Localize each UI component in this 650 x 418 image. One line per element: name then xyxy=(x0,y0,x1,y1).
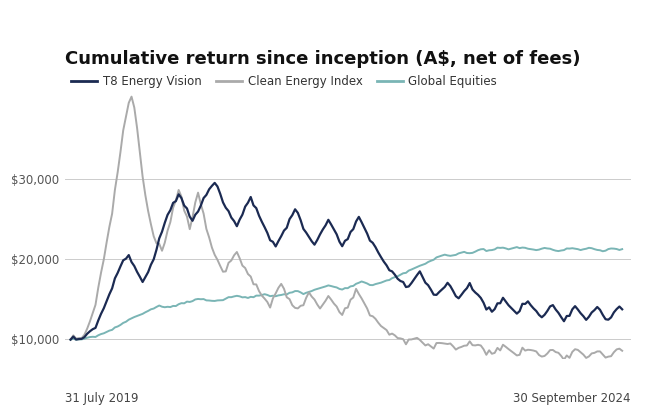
T8 Energy Vision xyxy=(211,181,218,186)
Global Equities xyxy=(596,248,604,253)
T8 Energy Vision xyxy=(618,307,626,312)
Clean Energy Index xyxy=(100,257,108,262)
Clean Energy Index xyxy=(577,350,584,355)
Global Equities xyxy=(67,337,75,342)
Line: T8 Energy Vision: T8 Energy Vision xyxy=(71,183,622,340)
T8 Energy Vision xyxy=(169,200,177,205)
Global Equities xyxy=(72,337,80,342)
Global Equities xyxy=(577,247,584,252)
Global Equities xyxy=(216,298,224,303)
T8 Energy Vision xyxy=(100,306,108,311)
T8 Energy Vision xyxy=(574,307,582,312)
T8 Energy Vision xyxy=(593,304,601,309)
Text: 31 July 2019: 31 July 2019 xyxy=(65,393,138,405)
T8 Energy Vision xyxy=(89,327,97,332)
T8 Energy Vision xyxy=(216,191,224,196)
Global Equities xyxy=(92,334,99,339)
Clean Energy Index xyxy=(618,348,626,353)
Legend: T8 Energy Vision, Clean Energy Index, Global Equities: T8 Energy Vision, Clean Energy Index, Gl… xyxy=(71,76,497,89)
Text: Cumulative return since inception (A$, net of fees): Cumulative return since inception (A$, n… xyxy=(65,50,580,68)
Clean Energy Index xyxy=(127,94,135,99)
Global Equities xyxy=(618,247,626,252)
Clean Energy Index xyxy=(172,198,180,203)
Clean Energy Index xyxy=(67,337,75,342)
Clean Energy Index xyxy=(216,263,224,268)
Clean Energy Index xyxy=(89,311,97,316)
Line: Global Equities: Global Equities xyxy=(71,247,622,340)
Clean Energy Index xyxy=(560,357,568,362)
T8 Energy Vision xyxy=(67,337,75,342)
Global Equities xyxy=(172,303,180,308)
Global Equities xyxy=(103,329,111,334)
Text: 30 September 2024: 30 September 2024 xyxy=(513,393,630,405)
Line: Clean Energy Index: Clean Energy Index xyxy=(71,97,622,360)
Global Equities xyxy=(513,245,521,250)
Clean Energy Index xyxy=(596,349,604,354)
